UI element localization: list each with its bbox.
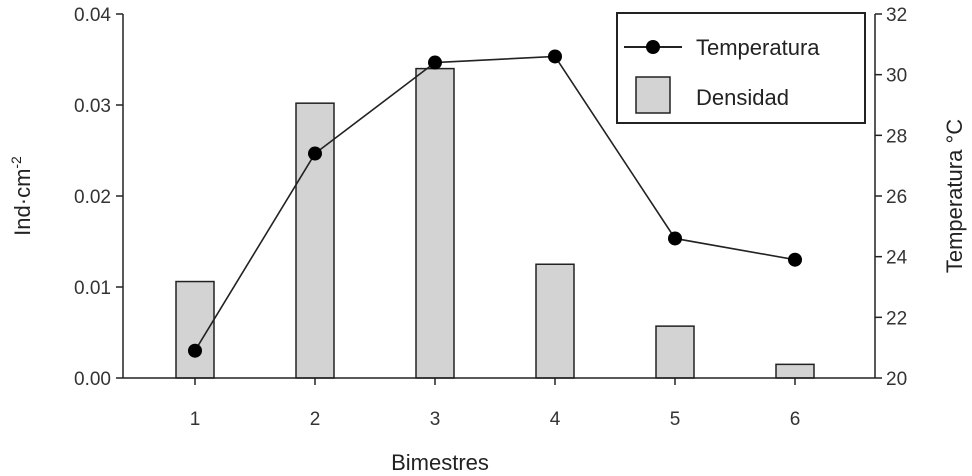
- bar-5: [655, 325, 695, 379]
- x-axis-title: Bimestres: [391, 450, 489, 475]
- left-tick-label: 0.04: [74, 5, 111, 26]
- right-tick-label: 20: [886, 369, 907, 390]
- left-axis-ticks: 0.00 0.01 0.02 0.03 0.04: [74, 5, 123, 390]
- left-tick-label: 0.02: [74, 187, 111, 208]
- right-tick-label: 22: [886, 308, 907, 329]
- right-tick-label: 24: [886, 248, 908, 269]
- right-tick-label: 28: [886, 126, 907, 147]
- legend-label-temperatura: Temperatura: [696, 35, 820, 60]
- left-tick-label: 0.00: [74, 369, 111, 390]
- x-tick-label: 4: [550, 409, 561, 430]
- x-axis-ticks: 1 2 3 4 5 6: [190, 378, 801, 430]
- legend-marker-swatch: [646, 40, 660, 54]
- bar-6: [775, 363, 815, 379]
- temperature-line: [194, 55, 796, 352]
- bar-4: [535, 263, 575, 379]
- temperature-point-3: [428, 55, 442, 70]
- temperature-point-2: [308, 146, 322, 161]
- x-tick-label: 1: [190, 409, 201, 430]
- temperature-point-5: [668, 231, 682, 246]
- line-layer: [188, 49, 802, 358]
- y-axis-left-title-exponent: -2: [8, 156, 24, 169]
- y-axis-left-title-base: Ind·cm: [10, 169, 35, 236]
- right-tick-label: 26: [886, 187, 907, 208]
- legend: Temperatura Densidad: [616, 12, 866, 124]
- temperature-point-6: [788, 252, 802, 267]
- legend-label-densidad: Densidad: [696, 85, 789, 110]
- right-tick-label: 30: [886, 66, 907, 87]
- temperature-point-1: [188, 343, 202, 358]
- x-tick-label: 3: [430, 409, 441, 430]
- left-tick-label: 0.03: [74, 96, 111, 117]
- y-axis-left-title: Ind·cm-2: [8, 156, 35, 236]
- x-tick-label: 6: [790, 409, 801, 430]
- temperature-point-4: [548, 49, 562, 64]
- bar-3: [415, 67, 455, 379]
- x-tick-label: 2: [310, 409, 321, 430]
- x-tick-label: 5: [670, 409, 681, 430]
- y-axis-right-title: Temperatura °C: [942, 119, 967, 273]
- right-tick-label: 32: [886, 5, 907, 26]
- legend-bar-swatch: [635, 76, 671, 114]
- left-tick-label: 0.01: [74, 278, 111, 299]
- right-axis-ticks: 20 22 24 26 28 30 32: [875, 5, 908, 390]
